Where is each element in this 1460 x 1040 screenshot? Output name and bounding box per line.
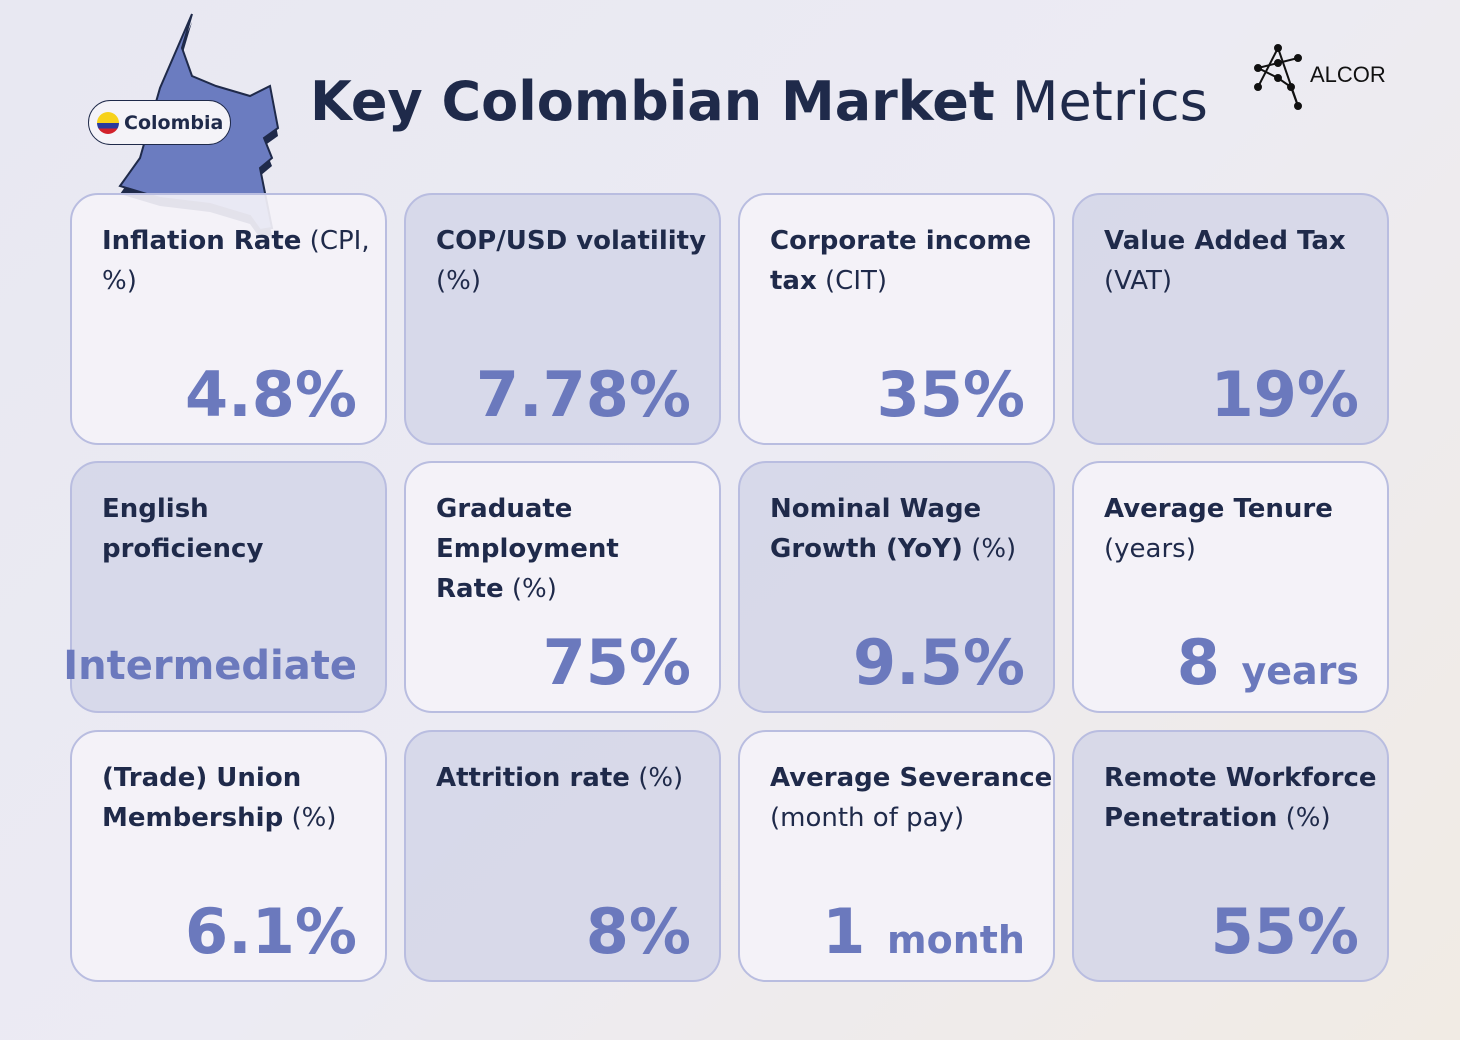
metric-label-unit: (%) (638, 763, 684, 793)
metric-label: COP/USD volatility (%) (436, 221, 719, 301)
metric-label: English proficiency (102, 489, 302, 569)
metric-value: 35% (877, 358, 1025, 431)
country-label: Colombia (124, 111, 224, 134)
metric-value-unit: years (1241, 649, 1359, 693)
metric-label: Nominal Wage Growth (YoY) (%) (770, 489, 1053, 569)
metric-label-unit: (month of pay) (770, 803, 965, 833)
metric-label-unit: (%) (436, 266, 481, 296)
metric-label-bold: Graduate Employment Rate (436, 494, 619, 604)
country-badge: Colombia (88, 100, 231, 145)
metric-card: (Trade) Union Membership (%) 6.1% (70, 730, 387, 982)
metric-value: 6.1% (185, 895, 357, 968)
metric-value: 4.8% (185, 358, 357, 431)
metric-label-bold: Corporate income tax (770, 226, 1032, 296)
metric-label-bold: COP/USD volatility (436, 226, 707, 256)
colombia-flag-icon (97, 111, 119, 134)
metric-value-number: 8% (585, 895, 691, 968)
metric-label-unit: (%) (291, 803, 337, 833)
metric-label-bold: English proficiency (102, 494, 264, 564)
metric-card: COP/USD volatility (%) 7.78% (404, 193, 721, 445)
metric-label-bold: Inflation Rate (102, 226, 302, 256)
metric-label-unit: (CPI, %) (102, 226, 370, 296)
metric-value-number: 75% (542, 626, 691, 699)
metric-label-unit: (%) (971, 534, 1017, 564)
metric-value-number: 7.78% (475, 358, 691, 431)
metric-value: 75% (543, 626, 691, 699)
alcor-logo-icon (1254, 44, 1302, 110)
metric-value-number: 8 (1176, 626, 1220, 699)
title-regular: Metrics (1011, 70, 1208, 133)
metric-value: Intermediate (63, 643, 357, 689)
page-title: Key Colombian Market Metrics (310, 70, 1208, 133)
metric-label: Value Added Tax (VAT) (1104, 221, 1387, 301)
metric-card: Average Tenure (years) 8 years (1072, 461, 1389, 713)
metric-label-bold: Remote Workforce Penetration (1104, 763, 1377, 833)
metric-label: Remote Workforce Penetration (%) (1104, 758, 1387, 838)
metric-card: Inflation Rate (CPI, %) 4.8% (70, 193, 387, 445)
metric-card: English proficiency Intermediate (63, 461, 387, 713)
metric-label-unit: (years) (1104, 534, 1196, 564)
metric-label: Average Tenure (years) (1104, 489, 1387, 569)
metric-value: 8% (586, 895, 691, 968)
metric-card: Attrition rate (%) 8% (404, 730, 721, 982)
metric-value-number: 4.8% (185, 358, 357, 431)
metric-label-unit: (%) (1285, 803, 1331, 833)
metric-value-number: 55% (1210, 895, 1359, 968)
metric-value: 7.78% (476, 358, 691, 431)
metric-label-bold: Average Severance (770, 763, 1053, 793)
metric-value-number: 19% (1210, 358, 1359, 431)
metric-card: Graduate Employment Rate (%) 75% (404, 461, 721, 713)
metric-card: Nominal Wage Growth (YoY) (%) 9.5% (738, 461, 1055, 713)
metric-value-unit: month (887, 918, 1025, 962)
metric-label: Corporate income tax (CIT) (770, 221, 1053, 301)
metric-label: Attrition rate (%) (436, 758, 719, 798)
metric-label-unit: (VAT) (1104, 266, 1173, 296)
metric-label-bold: Attrition rate (436, 763, 630, 793)
metric-value: 8 years (1177, 626, 1359, 699)
metric-label-unit: (%) (511, 574, 557, 604)
metric-label: Inflation Rate (CPI, %) (102, 221, 385, 301)
metric-label-bold: Value Added Tax (1104, 226, 1346, 256)
metric-value: 1 month (822, 895, 1025, 968)
metric-label-bold: Nominal Wage Growth (YoY) (770, 494, 982, 564)
metric-value-number: 1 (822, 895, 866, 968)
metric-label: Average Severance (month of pay) (770, 758, 1053, 838)
title-bold: Key Colombian Market (310, 70, 995, 133)
metric-card: Remote Workforce Penetration (%) 55% (1072, 730, 1389, 982)
metric-label-bold: Average Tenure (1104, 494, 1333, 524)
metric-value-number: 9.5% (853, 626, 1025, 699)
metric-value-number: 6.1% (185, 895, 357, 968)
metric-label-bold: (Trade) Union Membership (102, 763, 302, 833)
metric-card: Value Added Tax (VAT) 19% (1072, 193, 1389, 445)
metric-value: 9.5% (853, 626, 1025, 699)
metric-value: 55% (1211, 895, 1359, 968)
metric-value: 19% (1211, 358, 1359, 431)
metric-card: Corporate income tax (CIT) 35% (738, 193, 1055, 445)
metric-value-number: Intermediate (63, 643, 357, 689)
metric-card: Average Severance (month of pay) 1 month (738, 730, 1055, 982)
brand-name: ALCOR (1310, 62, 1386, 87)
metric-label: Graduate Employment Rate (%) (436, 489, 656, 609)
metric-label: (Trade) Union Membership (%) (102, 758, 385, 838)
metric-label-unit: (CIT) (825, 266, 888, 296)
metric-value-number: 35% (876, 358, 1025, 431)
